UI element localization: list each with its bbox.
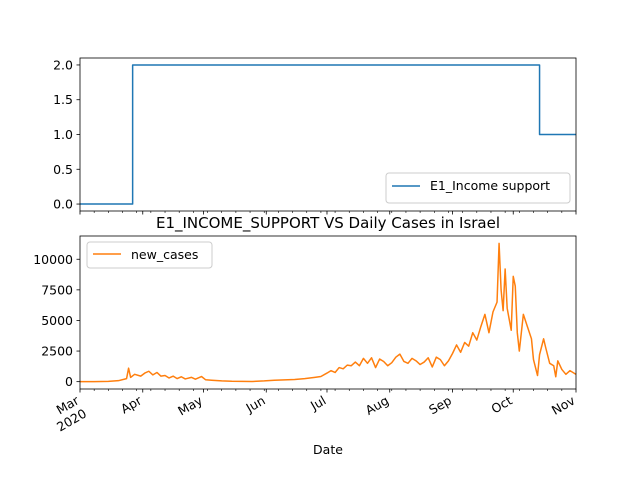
y-tick-label: 0 [65, 374, 73, 389]
bottom-legend: new_cases [86, 241, 213, 269]
y-tick-label: 10000 [33, 252, 73, 267]
top-legend-label: E1_Income support [430, 178, 550, 193]
bottom-legend-label: new_cases [131, 247, 198, 262]
y-tick-label: 2500 [41, 344, 73, 359]
top-plot-area [80, 64, 576, 205]
x-tick-label: Jul [307, 393, 328, 414]
top-axes: 0.0 0.5 1.0 1.5 2.0 E1_Income support [53, 57, 577, 215]
y-tick-label: 1.0 [53, 127, 73, 142]
y-tick-label: 2.0 [53, 57, 73, 72]
y-tick-label: 7500 [41, 282, 73, 297]
y-tick-label: 0.0 [53, 197, 73, 212]
y-tick-label: 5000 [41, 313, 73, 328]
bottom-axes: E1_INCOME_SUPPORT VS Daily Cases in Isra… [33, 214, 578, 457]
y-tick-label: 0.5 [53, 162, 73, 177]
top-x-ticks [79, 211, 577, 215]
top-y-ticks: 0.0 0.5 1.0 1.5 2.0 [53, 57, 80, 212]
top-legend: E1_Income support [385, 172, 571, 204]
bottom-axes-frame [79, 235, 577, 390]
top-legend-box [385, 172, 571, 204]
x-axis-title: Date [313, 442, 343, 457]
series-line-e1-income-support [80, 64, 576, 205]
series-line-new-cases [79, 242, 577, 383]
bottom-legend-box [86, 241, 213, 269]
y-tick-label: 1.5 [53, 92, 73, 107]
bottom-plot-area [79, 242, 577, 383]
chart-title: E1_INCOME_SUPPORT VS Daily Cases in Isra… [156, 214, 500, 233]
bottom-y-ticks: 0 2500 5000 7500 10000 [33, 252, 80, 389]
